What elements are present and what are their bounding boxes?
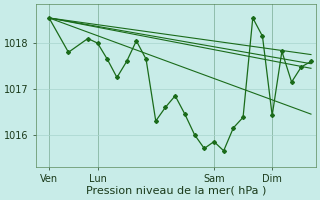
X-axis label: Pression niveau de la mer( hPa ): Pression niveau de la mer( hPa ) (86, 186, 266, 196)
